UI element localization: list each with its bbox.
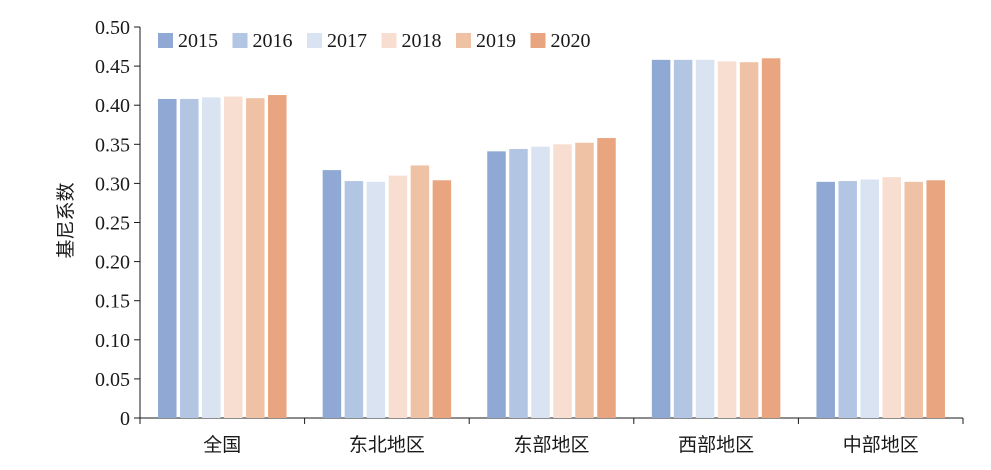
y-tick-label: 0.45 [95, 56, 130, 78]
bar [695, 59, 715, 419]
bar [553, 144, 572, 419]
x-category-label: 全国 [203, 434, 241, 456]
x-category-label: 中部地区 [843, 434, 919, 456]
bar [926, 180, 945, 418]
bar [673, 59, 693, 419]
bar [816, 181, 835, 418]
bar [224, 96, 243, 419]
y-tick-label: 0.50 [95, 17, 130, 39]
y-tick-label: 0.10 [95, 330, 130, 352]
bar [739, 62, 759, 418]
bar [344, 181, 364, 418]
y-tick-label: 0.35 [95, 134, 130, 156]
bar [180, 98, 199, 418]
bar [487, 151, 506, 418]
bar [388, 175, 408, 418]
y-tick-label: 0.15 [95, 291, 130, 313]
bar [838, 181, 857, 418]
bar [410, 165, 430, 418]
bar [268, 95, 287, 418]
legend-label: 2015 [178, 30, 218, 52]
x-category-label: 东北地区 [349, 434, 425, 456]
bar [531, 146, 550, 418]
legend: 2015 2016 2017 2018 2019 2020 [158, 30, 591, 52]
legend-swatch [381, 33, 397, 48]
legend-swatch [158, 33, 173, 48]
bar [575, 142, 594, 418]
legend-label: 2020 [551, 30, 591, 52]
legend-swatch [232, 33, 248, 48]
y-tick-label: 0 [120, 408, 130, 430]
legend-label: 2018 [402, 30, 442, 52]
bar [509, 148, 528, 418]
legend-swatch [456, 33, 471, 48]
bar [761, 58, 781, 418]
bar [432, 180, 452, 418]
bar [860, 179, 879, 418]
bar [246, 98, 265, 419]
legend-swatch [307, 33, 322, 48]
bar [202, 97, 221, 418]
bar [651, 59, 671, 419]
legend-label: 2019 [476, 30, 516, 52]
legend-swatch [530, 33, 546, 48]
bar [158, 98, 177, 418]
bars [158, 58, 945, 419]
y-axis-title: 基尼系数 [55, 182, 77, 258]
y-tick-label: 0.30 [95, 173, 130, 195]
bar [597, 138, 616, 418]
y-axis: 0 0.05 0.10 0.15 0.20 0.25 0.30 0.35 0.40 0.45 0.5… [95, 17, 141, 430]
y-tick-label: 0.05 [95, 369, 130, 391]
bar [366, 181, 386, 418]
x-category-label: 西部地区 [678, 434, 754, 456]
y-tick-label: 0.25 [95, 213, 130, 235]
legend-label: 2017 [327, 30, 367, 52]
bar [904, 181, 923, 418]
bar [882, 177, 901, 418]
x-category-label: 东部地区 [513, 434, 589, 456]
x-axis: 全国 东北地区 东部地区 西部地区 中部地区 [139, 417, 964, 456]
y-tick-label: 0.20 [95, 252, 130, 274]
y-tick-label: 0.40 [95, 95, 130, 117]
bar [717, 61, 737, 419]
legend-label: 2016 [253, 30, 293, 52]
bar [322, 170, 342, 418]
